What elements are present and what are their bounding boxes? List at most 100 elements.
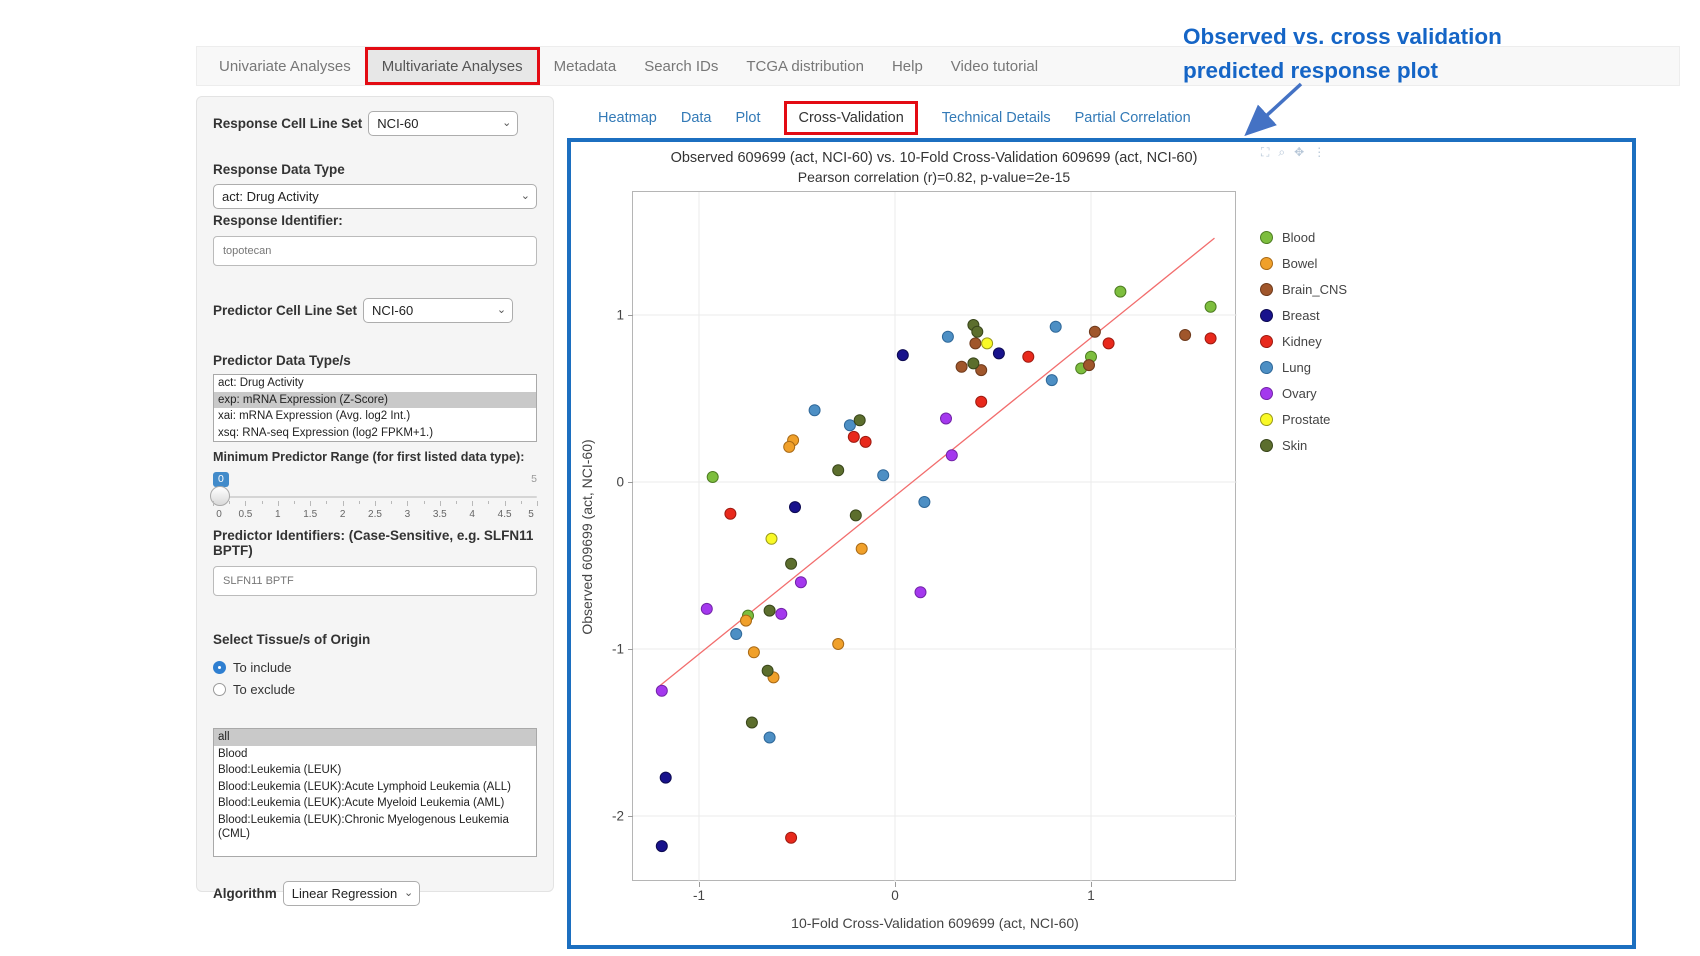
data-point-blood[interactable]: [1204, 300, 1217, 313]
data-point-bowel[interactable]: [832, 638, 845, 650]
camera-icon[interactable]: ⛶: [1261, 145, 1270, 159]
data-point-ovary[interactable]: [775, 607, 788, 620]
data-point-kidney[interactable]: [859, 435, 872, 448]
legend-item-blood[interactable]: Blood: [1260, 224, 1347, 250]
data-point-skin[interactable]: [832, 464, 845, 477]
subtab-technical-details[interactable]: Technical Details: [941, 110, 1051, 126]
zoom-icon[interactable]: ⌕: [1278, 145, 1286, 159]
data-point-skin[interactable]: [761, 664, 774, 677]
legend-item-prostate[interactable]: Prostate: [1260, 406, 1347, 432]
data-point-lung[interactable]: [941, 330, 954, 343]
data-point-lung[interactable]: [1049, 320, 1062, 333]
nav-tab-metadata[interactable]: Metadata: [553, 57, 617, 75]
nav-tab-video-tutorial[interactable]: Video tutorial: [950, 57, 1039, 75]
data-point-kidney[interactable]: [724, 507, 737, 520]
data-point-bowel[interactable]: [855, 542, 868, 555]
tissue-option-blood-leukemia-leuk-chronic-myelogenous-[interactable]: Blood:Leukemia (LEUK):Chronic Myelogenou…: [218, 813, 509, 841]
predictor-cell-line-set-select[interactable]: NCI-60 ⌄: [363, 298, 514, 323]
slider-track[interactable]: [213, 496, 537, 498]
pan-icon[interactable]: ✥: [1294, 145, 1305, 159]
subtab-data[interactable]: Data: [680, 110, 712, 126]
data-point-skin[interactable]: [745, 716, 758, 729]
data-point-lung[interactable]: [763, 731, 776, 744]
data-point-brain-cns[interactable]: [969, 337, 982, 350]
response-identifier-input[interactable]: topotecan: [213, 236, 537, 266]
more-icon[interactable]: ⋮: [1313, 145, 1326, 159]
data-point-bowel[interactable]: [747, 646, 760, 659]
subtab-cross-validation[interactable]: Cross-Validation: [784, 101, 918, 135]
subtab-plot[interactable]: Plot: [735, 110, 761, 126]
legend-item-breast[interactable]: Breast: [1260, 302, 1347, 328]
datatype-option-act-drug-activity[interactable]: act: Drug Activity: [218, 377, 304, 389]
radio-to-exclude[interactable]: To exclude: [213, 678, 537, 700]
data-point-breast[interactable]: [655, 840, 668, 853]
data-point-bowel[interactable]: [740, 614, 752, 627]
nav-tab-univariate-analyses[interactable]: Univariate Analyses: [219, 57, 351, 75]
data-point-kidney[interactable]: [975, 395, 988, 408]
data-point-skin[interactable]: [971, 325, 984, 338]
data-point-skin[interactable]: [853, 414, 866, 427]
data-point-lung[interactable]: [918, 496, 931, 508]
tissue-option-all[interactable]: all: [214, 729, 536, 746]
nav-tab-help[interactable]: Help: [891, 57, 923, 75]
subtab-heatmap[interactable]: Heatmap: [598, 110, 657, 126]
data-point-breast[interactable]: [992, 347, 1005, 360]
data-point-ovary[interactable]: [914, 586, 927, 599]
data-point-skin[interactable]: [967, 357, 980, 370]
datatype-option-xai-mrna-expression-avg-log2-int[interactable]: xai: mRNA Expression (Avg. log2 Int.): [218, 410, 411, 422]
slider-handle[interactable]: [210, 486, 230, 506]
tissue-option-blood-leukemia-leuk-acute-myeloid-leukem[interactable]: Blood:Leukemia (LEUK):Acute Myeloid Leuk…: [218, 797, 505, 809]
data-point-ovary[interactable]: [945, 449, 958, 462]
legend-item-lung[interactable]: Lung: [1260, 354, 1347, 380]
data-point-kidney[interactable]: [1204, 332, 1217, 345]
legend-item-brain-cns[interactable]: Brain_CNS: [1260, 276, 1347, 302]
data-point-kidney[interactable]: [1102, 337, 1115, 350]
legend-item-bowel[interactable]: Bowel: [1260, 250, 1347, 276]
nav-tab-search-ids[interactable]: Search IDs: [644, 57, 719, 75]
radio-to-include[interactable]: To include: [213, 656, 537, 678]
data-point-lung[interactable]: [808, 404, 821, 417]
data-point-breast[interactable]: [896, 349, 909, 362]
nav-tab-tcga-distribution[interactable]: TCGA distribution: [746, 57, 864, 75]
tissue-option-blood-leukemia-leuk-acute-lymphoid-leuke[interactable]: Blood:Leukemia (LEUK):Acute Lymphoid Leu…: [218, 780, 511, 793]
data-point-bowel[interactable]: [783, 440, 796, 453]
data-point-skin[interactable]: [849, 509, 862, 522]
legend-item-kidney[interactable]: Kidney: [1260, 328, 1347, 354]
response-cell-line-set-select[interactable]: NCI-60 ⌄: [368, 111, 519, 136]
data-point-brain-cns[interactable]: [1179, 329, 1192, 341]
predictor-identifiers-input[interactable]: SLFN11 BPTF: [213, 566, 537, 596]
data-point-prostate[interactable]: [981, 337, 994, 350]
datatype-option-exp-mrna-expression-z-score[interactable]: exp: mRNA Expression (Z-Score): [214, 391, 536, 408]
data-point-brain-cns[interactable]: [1083, 359, 1095, 372]
data-point-breast[interactable]: [789, 501, 801, 514]
data-point-prostate[interactable]: [765, 532, 778, 545]
data-point-lung[interactable]: [1045, 374, 1058, 387]
data-point-breast[interactable]: [659, 771, 672, 784]
legend-item-skin[interactable]: Skin: [1260, 432, 1347, 458]
tissue-option-blood-leukemia-leuk[interactable]: Blood:Leukemia (LEUK): [218, 764, 342, 776]
datatype-option-xsq-rna-seq-expression-log2-fpkm-1[interactable]: xsq: RNA-seq Expression (log2 FPKM+1.): [218, 426, 434, 439]
nav-tab-multivariate-analyses[interactable]: Multivariate Analyses: [364, 47, 540, 85]
data-point-skin[interactable]: [763, 604, 776, 617]
data-point-kidney[interactable]: [847, 430, 860, 443]
data-point-lung[interactable]: [843, 419, 856, 432]
data-point-ovary[interactable]: [700, 602, 713, 615]
data-point-ovary[interactable]: [940, 412, 952, 425]
data-point-kidney[interactable]: [785, 831, 798, 844]
legend-item-ovary[interactable]: Ovary: [1260, 380, 1347, 406]
algorithm-select[interactable]: Linear Regression ⌄: [282, 881, 421, 906]
data-point-skin[interactable]: [785, 557, 798, 570]
data-point-brain-cns[interactable]: [1088, 325, 1101, 338]
tissue-option-blood[interactable]: Blood: [218, 747, 248, 760]
data-point-lung[interactable]: [877, 469, 890, 482]
data-point-brain-cns[interactable]: [955, 360, 968, 373]
response-data-type-select[interactable]: act: Drug Activity ⌄: [213, 184, 537, 209]
data-point-kidney[interactable]: [1022, 350, 1035, 363]
subtab-partial-correlation[interactable]: Partial Correlation: [1074, 110, 1191, 126]
data-point-lung[interactable]: [730, 628, 743, 640]
data-point-ovary[interactable]: [794, 576, 807, 589]
data-point-brain-cns[interactable]: [975, 364, 988, 377]
data-point-blood[interactable]: [1114, 285, 1127, 298]
data-point-blood[interactable]: [706, 471, 719, 483]
data-point-ovary[interactable]: [655, 684, 668, 697]
